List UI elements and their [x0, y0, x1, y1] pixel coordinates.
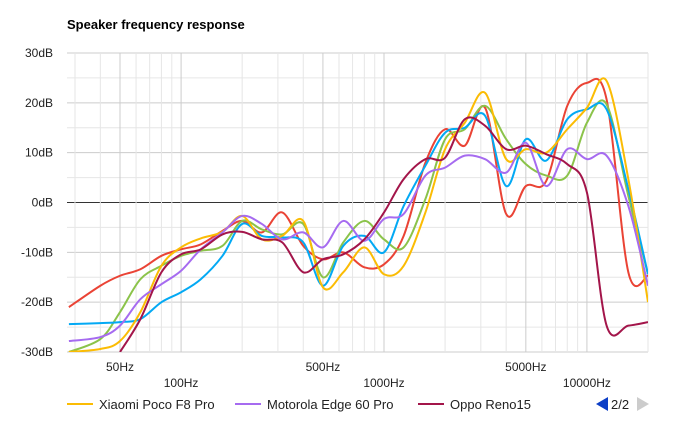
- y-tick-label: 30dB: [25, 46, 53, 60]
- y-tick-label: -20dB: [21, 295, 53, 309]
- legend-label: Motorola Edge 60 Pro: [267, 397, 393, 412]
- x-tick-label: 5000Hz: [505, 360, 546, 374]
- series-line-xiaomi-poco-f8-pro: [68, 77, 648, 352]
- y-tick-label: 20dB: [25, 96, 53, 110]
- y-tick-label: -10dB: [21, 245, 53, 259]
- previous-page-icon[interactable]: [596, 397, 608, 411]
- x-tick-label: 1000Hz: [363, 376, 404, 390]
- x-tick-label: 50Hz: [106, 360, 134, 374]
- series-line-0: [68, 77, 648, 308]
- x-tick-label: 100Hz: [164, 376, 199, 390]
- legend-label: Xiaomi Poco F8 Pro: [99, 397, 215, 412]
- series-line-motorola-edge-60-pro: [68, 141, 648, 343]
- x-axis-labels: 50Hz 100Hz 500Hz 1000Hz 5000Hz 10000Hz: [106, 360, 611, 390]
- legend: Xiaomi Poco F8 Pro Motorola Edge 60 Pro Op…: [67, 397, 531, 412]
- legend-label: Oppo Reno15: [450, 397, 531, 412]
- legend-pager: 2/2: [596, 397, 649, 412]
- next-page-icon[interactable]: [637, 397, 649, 411]
- y-tick-label: 10dB: [25, 146, 53, 160]
- y-tick-label: -30dB: [21, 345, 53, 359]
- y-tick-label: 0dB: [32, 196, 53, 210]
- y-axis-labels: 30dB 20dB 10dB 0dB -10dB -20dB -30dB: [21, 46, 53, 359]
- chart-title: Speaker frequency response: [67, 17, 245, 32]
- series-line-oppo-reno15: [119, 116, 648, 352]
- x-tick-label: 500Hz: [306, 360, 341, 374]
- series-lines: [68, 77, 648, 352]
- legend-page-indicator: 2/2: [611, 397, 629, 412]
- x-tick-label: 10000Hz: [563, 376, 611, 390]
